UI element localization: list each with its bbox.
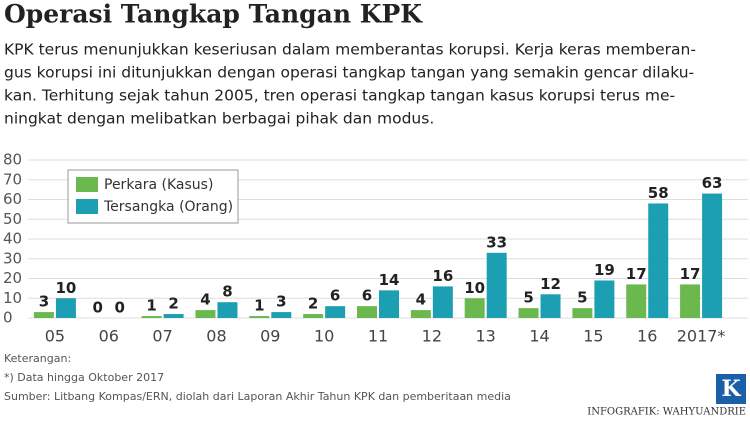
x-tick-label: 06	[99, 327, 119, 346]
chart-title: Operasi Tangkap Tangan KPK	[4, 0, 423, 29]
subtitle-line: kan. Terhitung sejak tahun 2005, tren op…	[4, 87, 675, 105]
x-tick-label: 14	[529, 327, 549, 346]
bar	[217, 302, 238, 318]
x-tick-label: 05	[45, 327, 65, 346]
value-label: 4	[416, 291, 426, 309]
value-label: 5	[577, 289, 587, 307]
subtitle-line: KPK terus menunjukkan keseriusan dalam m…	[4, 41, 696, 59]
bar	[141, 316, 162, 318]
bar	[249, 316, 270, 318]
legend-swatch	[76, 177, 98, 192]
value-label: 3	[39, 293, 49, 311]
x-tick-label: 09	[260, 327, 280, 346]
bar	[648, 203, 669, 318]
x-tick-label: 07	[152, 327, 172, 346]
bar	[702, 193, 723, 318]
x-tick-label: 13	[476, 327, 496, 346]
x-tick-label: 2017*	[677, 327, 726, 346]
bar	[486, 252, 507, 318]
footnote: Keterangan:	[4, 352, 71, 365]
bar	[55, 298, 76, 318]
logo-box	[716, 374, 746, 404]
value-label: 8	[222, 283, 232, 301]
value-label: 63	[702, 174, 723, 192]
value-label: 1	[254, 297, 264, 315]
value-label: 33	[486, 233, 507, 251]
value-label: 1	[146, 297, 156, 315]
footnote: *) Data hingga Oktober 2017	[4, 371, 164, 384]
bar	[195, 310, 216, 318]
subtitle-line: gus korupsi ini ditunjukkan dengan opera…	[4, 64, 694, 82]
value-label: 6	[330, 287, 340, 305]
bar	[379, 290, 399, 318]
value-label: 14	[379, 271, 400, 289]
bar	[357, 306, 377, 318]
y-tick-label: 0	[3, 309, 13, 327]
bar	[626, 284, 647, 318]
x-tick-label: 11	[368, 327, 388, 346]
bar	[303, 314, 324, 318]
bar	[464, 298, 485, 318]
y-tick-label: 40	[3, 230, 22, 248]
x-tick-label: 12	[422, 327, 442, 346]
value-label: 10	[55, 279, 76, 297]
value-label: 12	[540, 275, 561, 293]
value-label: 17	[626, 265, 647, 283]
value-label: 58	[648, 184, 669, 202]
y-tick-label: 30	[3, 249, 22, 267]
bar	[33, 312, 54, 318]
logo: K	[721, 376, 741, 402]
value-label: 19	[594, 261, 615, 279]
y-tick-label: 20	[3, 269, 22, 287]
value-label: 0	[115, 299, 125, 317]
x-tick-label: 10	[314, 327, 334, 346]
value-label: 2	[168, 295, 178, 313]
subtitle-line: ningkat dengan melibatkan berbagai pihak…	[4, 110, 434, 128]
value-label: 3	[276, 293, 286, 311]
bar	[594, 280, 615, 318]
bar	[432, 286, 453, 318]
bar	[518, 308, 539, 318]
x-tick-label: 15	[583, 327, 603, 346]
footnote: Sumber: Litbang Kompas/ERN, diolah dari …	[4, 390, 511, 403]
legend-label: Perkara (Kasus)	[104, 177, 213, 193]
value-label: 2	[308, 295, 318, 313]
bar	[680, 284, 701, 318]
bar	[325, 306, 346, 318]
bar	[540, 294, 561, 318]
legend-label: Tersangka (Orang)	[103, 199, 233, 215]
credit: INFOGRAFIK: WAHYUANDRIE	[587, 407, 746, 418]
y-tick-label: 70	[3, 170, 22, 188]
bar	[163, 314, 184, 318]
bar	[572, 308, 593, 318]
value-label: 16	[432, 267, 453, 285]
value-label: 4	[200, 291, 210, 309]
y-tick-label: 80	[3, 151, 22, 169]
legend-swatch	[76, 199, 98, 214]
y-tick-label: 60	[3, 190, 22, 208]
value-label: 6	[362, 287, 372, 305]
value-label: 17	[680, 265, 701, 283]
y-tick-label: 50	[3, 210, 22, 228]
value-label: 5	[523, 289, 533, 307]
y-tick-label: 10	[3, 289, 22, 307]
bar	[271, 312, 292, 318]
value-label: 0	[93, 299, 103, 317]
x-tick-label: 08	[206, 327, 226, 346]
bar	[410, 310, 431, 318]
value-label: 10	[464, 279, 485, 297]
x-tick-label: 16	[637, 327, 657, 346]
